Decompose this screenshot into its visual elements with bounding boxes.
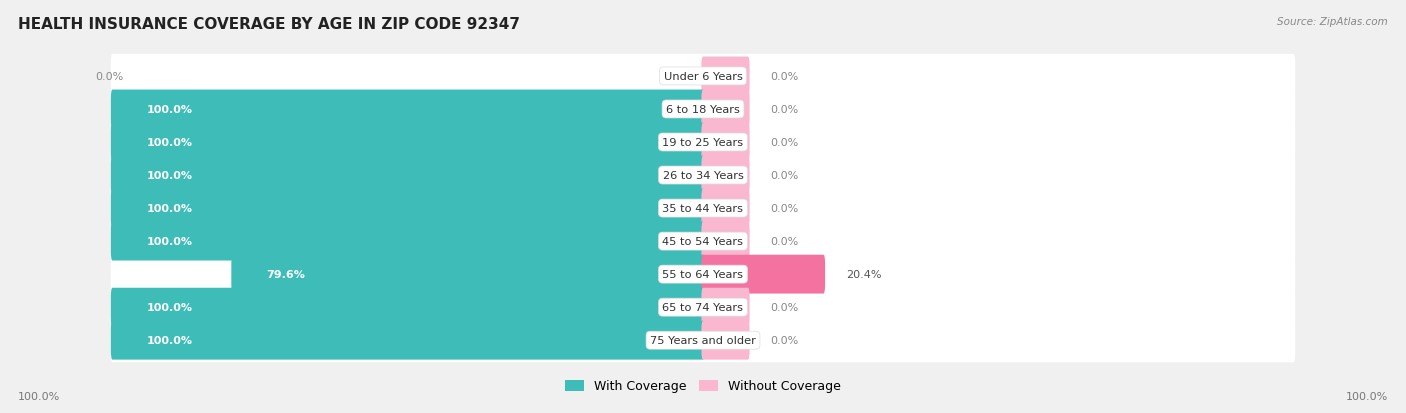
- Text: 100.0%: 100.0%: [146, 171, 193, 180]
- Text: 0.0%: 0.0%: [770, 237, 799, 247]
- FancyBboxPatch shape: [702, 288, 749, 327]
- FancyBboxPatch shape: [111, 252, 1295, 297]
- Text: 100.0%: 100.0%: [1346, 391, 1388, 401]
- Text: 100.0%: 100.0%: [146, 105, 193, 115]
- FancyBboxPatch shape: [111, 189, 704, 228]
- FancyBboxPatch shape: [111, 285, 1295, 330]
- FancyBboxPatch shape: [111, 219, 1295, 263]
- Text: 0.0%: 0.0%: [770, 204, 799, 214]
- Text: 6 to 18 Years: 6 to 18 Years: [666, 105, 740, 115]
- Text: 26 to 34 Years: 26 to 34 Years: [662, 171, 744, 180]
- FancyBboxPatch shape: [111, 90, 704, 129]
- FancyBboxPatch shape: [702, 255, 825, 294]
- FancyBboxPatch shape: [111, 55, 1295, 99]
- Text: 0.0%: 0.0%: [770, 335, 799, 345]
- FancyBboxPatch shape: [111, 88, 1295, 132]
- Text: 0.0%: 0.0%: [770, 171, 799, 180]
- FancyBboxPatch shape: [702, 156, 749, 195]
- FancyBboxPatch shape: [111, 321, 704, 360]
- FancyBboxPatch shape: [111, 318, 1295, 363]
- FancyBboxPatch shape: [111, 222, 704, 261]
- Text: 35 to 44 Years: 35 to 44 Years: [662, 204, 744, 214]
- FancyBboxPatch shape: [702, 57, 749, 96]
- FancyBboxPatch shape: [111, 156, 704, 195]
- Text: 65 to 74 Years: 65 to 74 Years: [662, 302, 744, 312]
- Text: 55 to 64 Years: 55 to 64 Years: [662, 269, 744, 280]
- Text: 0.0%: 0.0%: [96, 72, 124, 82]
- Text: 0.0%: 0.0%: [770, 72, 799, 82]
- Text: 0.0%: 0.0%: [770, 105, 799, 115]
- Text: 100.0%: 100.0%: [146, 302, 193, 312]
- Text: Under 6 Years: Under 6 Years: [664, 72, 742, 82]
- FancyBboxPatch shape: [232, 255, 704, 294]
- Text: 100.0%: 100.0%: [146, 204, 193, 214]
- Legend: With Coverage, Without Coverage: With Coverage, Without Coverage: [561, 375, 845, 397]
- FancyBboxPatch shape: [111, 154, 1295, 198]
- FancyBboxPatch shape: [111, 121, 1295, 165]
- FancyBboxPatch shape: [702, 222, 749, 261]
- Text: 75 Years and older: 75 Years and older: [650, 335, 756, 345]
- FancyBboxPatch shape: [702, 189, 749, 228]
- Text: 19 to 25 Years: 19 to 25 Years: [662, 138, 744, 148]
- Text: 20.4%: 20.4%: [846, 269, 882, 280]
- FancyBboxPatch shape: [111, 123, 704, 162]
- Text: HEALTH INSURANCE COVERAGE BY AGE IN ZIP CODE 92347: HEALTH INSURANCE COVERAGE BY AGE IN ZIP …: [18, 17, 520, 31]
- FancyBboxPatch shape: [702, 90, 749, 129]
- FancyBboxPatch shape: [111, 288, 704, 327]
- Text: 100.0%: 100.0%: [146, 138, 193, 148]
- Text: 0.0%: 0.0%: [770, 302, 799, 312]
- FancyBboxPatch shape: [702, 123, 749, 162]
- Text: Source: ZipAtlas.com: Source: ZipAtlas.com: [1277, 17, 1388, 26]
- FancyBboxPatch shape: [702, 321, 749, 360]
- Text: 100.0%: 100.0%: [146, 335, 193, 345]
- Text: 79.6%: 79.6%: [267, 269, 305, 280]
- Text: 0.0%: 0.0%: [770, 138, 799, 148]
- Text: 45 to 54 Years: 45 to 54 Years: [662, 237, 744, 247]
- Text: 100.0%: 100.0%: [146, 237, 193, 247]
- Text: 100.0%: 100.0%: [18, 391, 60, 401]
- FancyBboxPatch shape: [111, 187, 1295, 230]
